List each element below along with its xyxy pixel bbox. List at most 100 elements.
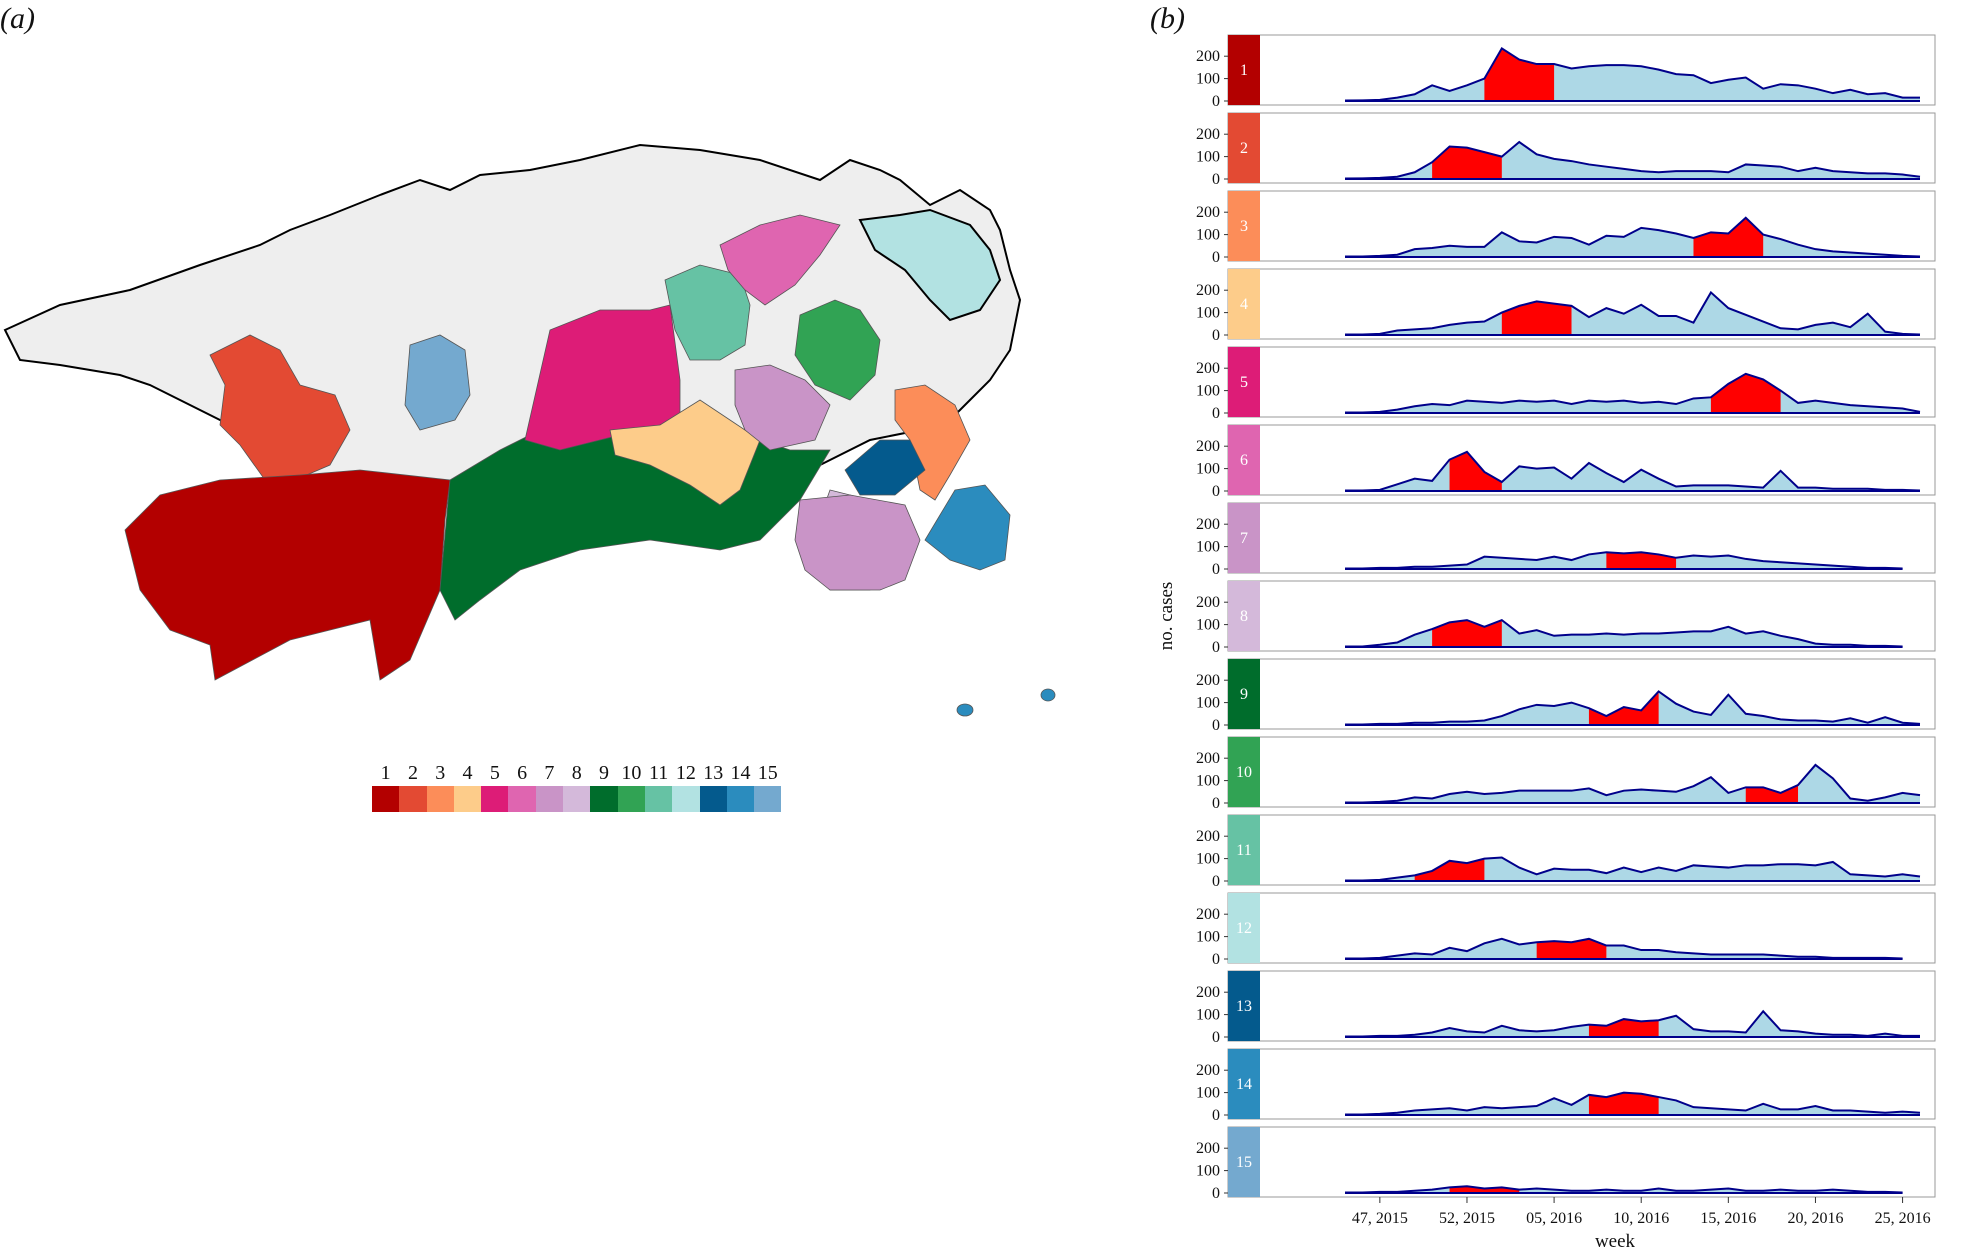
legend-swatch-5: [481, 786, 509, 812]
legend-swatch-4: [453, 786, 482, 812]
y-tick-label: 100: [1196, 227, 1220, 244]
series-line-13: [1345, 1009, 1920, 1038]
peak-area-14: [1588, 1092, 1659, 1115]
peak-area-6: [1449, 451, 1502, 491]
strip-label-4: 4: [1240, 296, 1248, 313]
series-area-6: [1345, 451, 1920, 491]
y-tick-label: 0: [1212, 483, 1220, 500]
peak-area-11: [1414, 858, 1485, 881]
strip-5: [1228, 347, 1260, 417]
y-tick-label: 0: [1212, 405, 1220, 422]
peak-area-5: [1710, 373, 1781, 413]
strip-label-8: 8: [1240, 608, 1248, 625]
y-tick-label: 100: [1196, 305, 1220, 322]
y-tick-label: 100: [1196, 149, 1220, 166]
y-tick-label: 0: [1212, 93, 1220, 110]
series-line-8: [1345, 618, 1903, 648]
y-tick-label: 100: [1196, 617, 1220, 634]
strip-label-3: 3: [1240, 218, 1248, 235]
peak-area-8: [1432, 620, 1502, 647]
peak-area-2: [1432, 146, 1502, 179]
strip-6: [1228, 425, 1260, 495]
x-tick-label: 52, 2015: [1439, 1210, 1495, 1227]
y-tick-label: 0: [1212, 873, 1220, 890]
map-region-7: [734, 364, 831, 451]
legend-label-15: 15: [757, 762, 778, 784]
legend-swatch-14: [726, 786, 755, 812]
y-tick-label: 100: [1196, 929, 1220, 946]
x-tick-label: 20, 2016: [1787, 1210, 1843, 1227]
x-tick-label: 05, 2016: [1526, 1210, 1582, 1227]
peak-area-7: [1606, 552, 1677, 569]
map-island: [1040, 688, 1056, 702]
y-tick-label: 0: [1212, 1185, 1220, 1202]
y-tick-label: 0: [1212, 795, 1220, 812]
legend-swatches: [372, 786, 782, 812]
y-tick-label: 100: [1196, 851, 1220, 868]
color-legend: 1 2 3 4 5 6 7 8 9 10 11 12 13 14 15: [372, 762, 782, 812]
y-tick-label: 200: [1196, 282, 1220, 299]
strip-label-14: 14: [1236, 1076, 1252, 1093]
strip-10: [1228, 737, 1260, 807]
y-tick-label: 200: [1196, 516, 1220, 533]
legend-label-2: 2: [407, 762, 418, 784]
legend-label-5: 5: [489, 762, 500, 784]
series-area-2: [1345, 142, 1920, 179]
series-line-4: [1345, 290, 1921, 336]
panel-frame-15: [1227, 1126, 1936, 1198]
legend-label-6: 6: [517, 762, 528, 784]
y-tick-label: 0: [1212, 561, 1220, 578]
strip-label-6: 6: [1240, 452, 1248, 469]
map-region-4: [609, 399, 761, 506]
legend-label-9: 9: [599, 762, 610, 784]
strip-label-13: 13: [1236, 998, 1252, 1015]
legend-swatch-10: [617, 786, 645, 812]
y-tick-label: 200: [1196, 204, 1220, 221]
strip-9: [1228, 659, 1260, 729]
map-island: [956, 703, 974, 717]
peak-area-3: [1693, 217, 1764, 257]
strip-13: [1228, 971, 1260, 1041]
y-tick-label: 200: [1196, 1140, 1220, 1157]
series-area-4: [1345, 292, 1920, 335]
y-axis-title: no. cases: [1156, 582, 1177, 651]
map-region-15: [404, 334, 471, 431]
legend-swatch-1: [372, 786, 400, 812]
peak-area-13: [1588, 1019, 1659, 1037]
map-region-1: [124, 469, 451, 681]
strip-label-2: 2: [1240, 140, 1248, 157]
legend-label-1: 1: [380, 762, 391, 784]
strip-14: [1228, 1049, 1260, 1119]
panel-b-label: (b): [1150, 2, 1185, 35]
strip-12: [1228, 893, 1260, 963]
y-tick-label: 200: [1196, 360, 1220, 377]
peak-area-12: [1536, 938, 1607, 959]
strip-label-15: 15: [1236, 1154, 1252, 1171]
strip-label-10: 10: [1236, 764, 1252, 781]
map-region-10: [794, 299, 881, 401]
map-region-14: [924, 484, 1011, 571]
strip-3: [1228, 191, 1260, 261]
y-tick-label: 100: [1196, 539, 1220, 556]
strip-label-12: 12: [1236, 920, 1252, 937]
map-region-11: [664, 264, 751, 361]
y-tick-label: 0: [1212, 1107, 1220, 1124]
legend-swatch-7: [535, 786, 564, 812]
legend-label-4: 4: [462, 762, 473, 784]
strip-8: [1228, 581, 1260, 651]
strip-label-1: 1: [1240, 62, 1248, 79]
series-line-3: [1345, 216, 1921, 258]
strip-7: [1228, 503, 1260, 573]
series-line-12: [1345, 937, 1903, 960]
peak-area-1: [1484, 48, 1555, 101]
series-area-3: [1345, 217, 1920, 257]
y-tick-label: 200: [1196, 828, 1220, 845]
x-tick-label: 10, 2016: [1613, 1210, 1669, 1227]
y-tick-label: 200: [1196, 984, 1220, 1001]
legend-swatch-3: [426, 786, 454, 812]
x-tick-label: 15, 2016: [1700, 1210, 1756, 1227]
y-tick-label: 100: [1196, 461, 1220, 478]
legend-label-8: 8: [571, 762, 582, 784]
y-tick-label: 0: [1212, 327, 1220, 344]
series-line-14: [1345, 1091, 1921, 1116]
